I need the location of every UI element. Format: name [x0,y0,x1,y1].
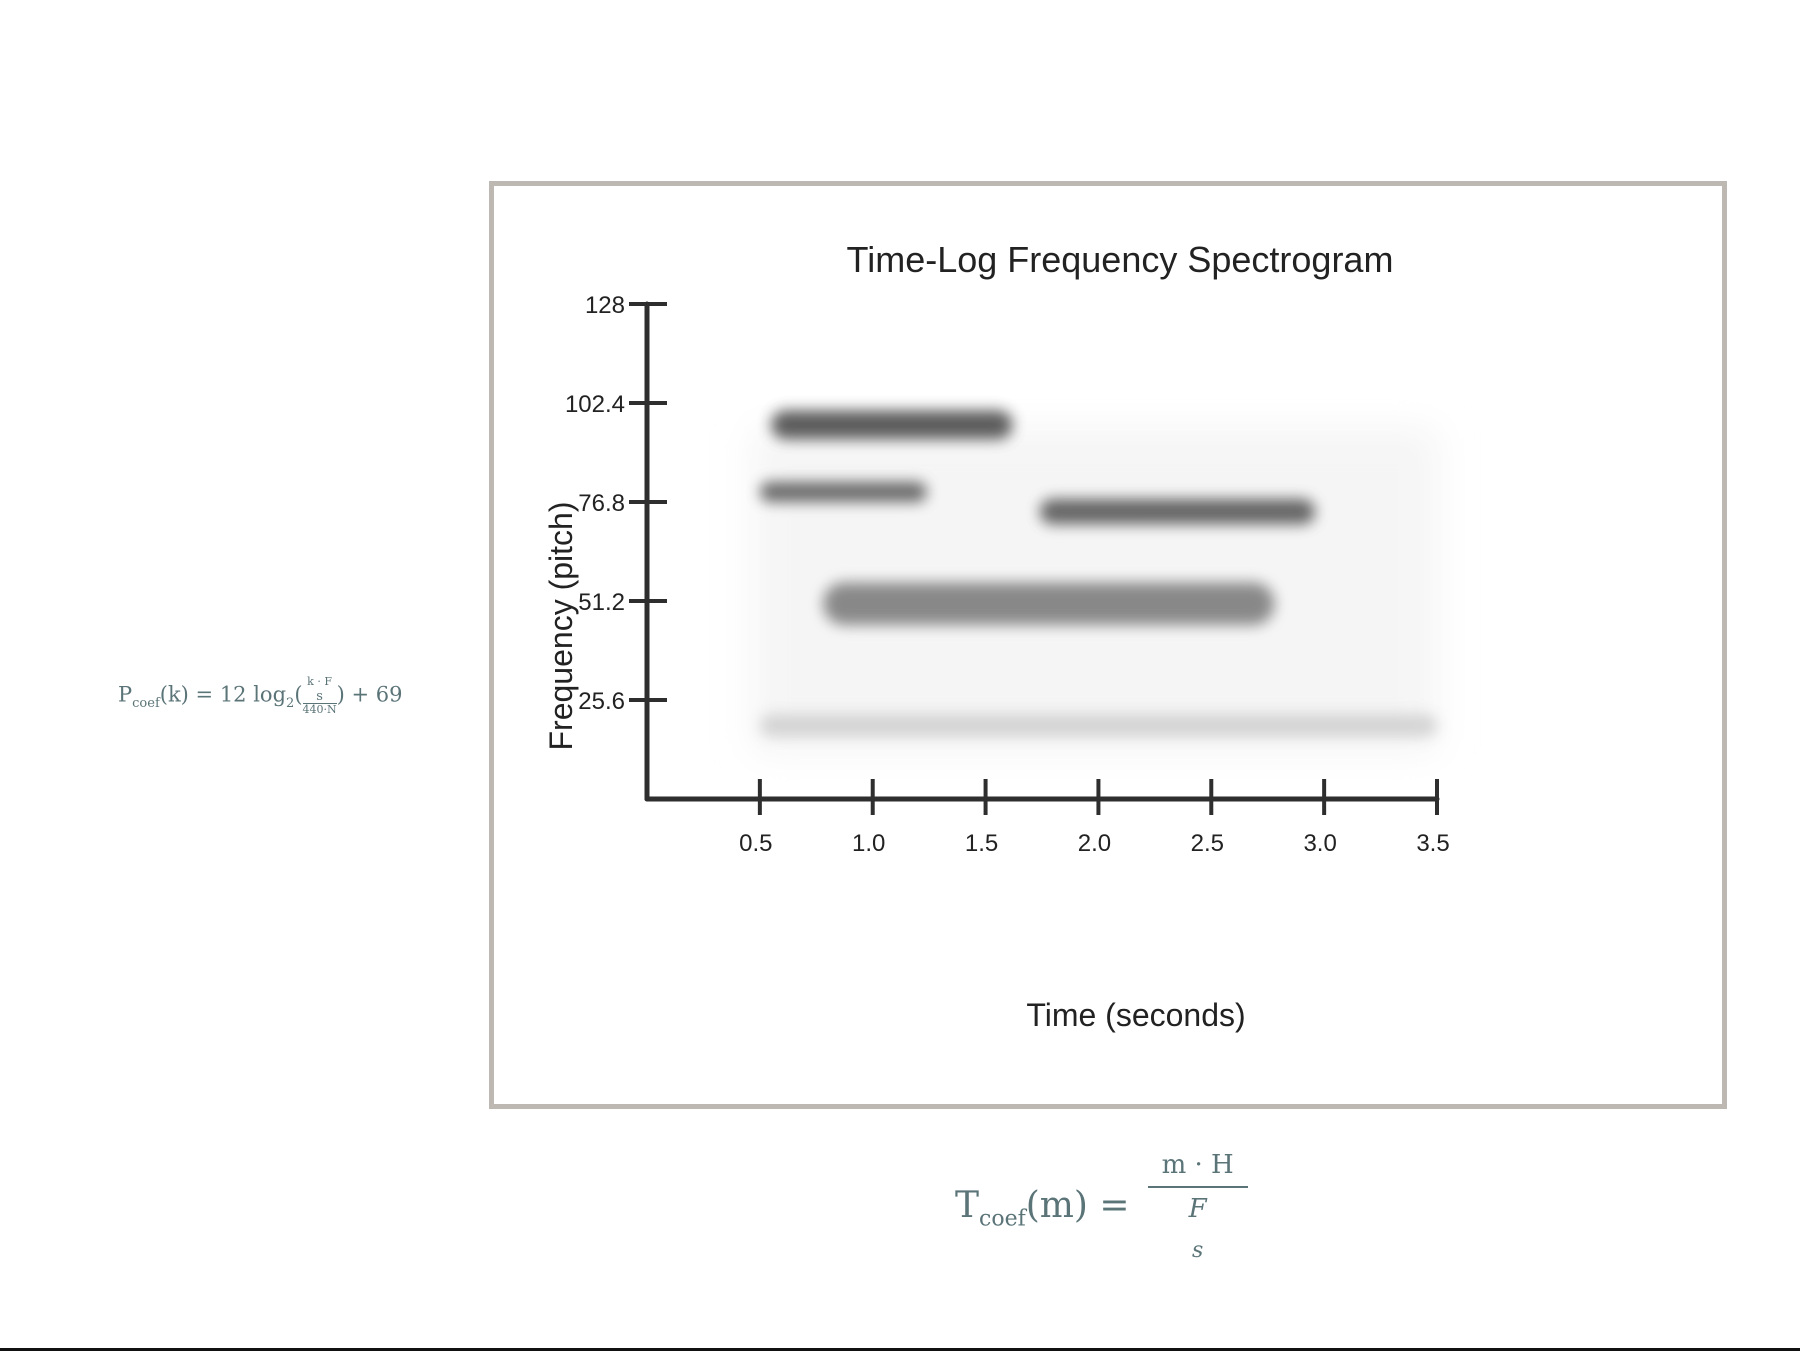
spectrogram-region-6 [759,713,1437,738]
y-axis-label: Frequency (pitch) [543,502,579,751]
spectrogram-chart: 0.5 1.0 1.5 2.0 2.5 3.0 3.5 25.6 51.2 76.8 102.4 12… [543,239,1450,1033]
x-tick-label: 3.5 [1416,830,1449,857]
spectrogram-region-2 [771,410,1013,440]
x-tick-label: 2.5 [1191,830,1224,857]
y-tick-label: 25.6 [578,688,625,715]
spectrogram-region-5 [823,582,1275,625]
spectrogram-region-4 [1039,498,1316,525]
chart-frame: 0.5 1.0 1.5 2.0 2.5 3.0 3.5 25.6 51.2 76.8 102.4 12… [489,181,1727,1109]
x-tick-label: 2.0 [1078,830,1111,857]
y-tick-label: 51.2 [578,589,625,616]
chart-title: Time-Log Frequency Spectrogram [847,239,1394,280]
x-axis-label: Time (seconds) [1026,997,1245,1033]
y-tick-label: 76.8 [578,490,625,517]
x-tick-label: 1.0 [852,830,885,857]
y-tick-label: 102.4 [565,391,625,418]
bottom-edge-line [0,1348,1800,1351]
spectrogram-region-3 [759,481,927,502]
y-tick-label: 128 [585,292,625,319]
x-tick-label: 0.5 [739,830,772,857]
x-tick-label: 3.0 [1303,830,1336,857]
x-tick-label: 1.5 [965,830,998,857]
